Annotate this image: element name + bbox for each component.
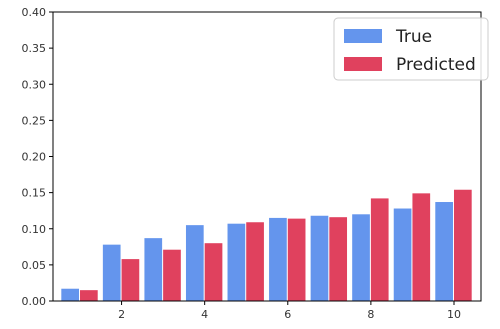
y-tick-label: 0.35 <box>22 42 47 55</box>
bar-true-2 <box>102 244 121 301</box>
bar-true-6 <box>269 217 287 301</box>
legend: True Predicted <box>333 17 489 81</box>
bar-predicted-8 <box>370 198 389 301</box>
bar-predicted-9 <box>412 193 431 301</box>
bar-predicted-2 <box>121 259 140 301</box>
x-axis-ticks: 2 4 6 8 10 <box>118 301 461 321</box>
bar-predicted-3 <box>163 249 181 301</box>
bar-true-5 <box>227 223 246 301</box>
y-tick-label: 0.25 <box>22 114 47 127</box>
y-tick-label: 0.10 <box>22 223 47 236</box>
x-tick-label: 4 <box>201 308 208 321</box>
bar-true-7 <box>310 215 329 301</box>
y-tick-label: 0.05 <box>22 259 47 272</box>
legend-swatch-true <box>344 29 382 43</box>
legend-label-true: True <box>395 27 432 47</box>
x-tick-label: 8 <box>367 308 374 321</box>
bars-group <box>61 189 472 301</box>
y-tick-label: 0.30 <box>22 78 47 91</box>
x-tick-label: 2 <box>118 308 125 321</box>
y-tick-label: 0.15 <box>22 187 47 200</box>
x-tick-label: 10 <box>447 308 461 321</box>
bar-true-4 <box>185 225 204 301</box>
legend-label-predicted: Predicted <box>396 55 476 75</box>
bar-true-9 <box>393 208 412 301</box>
bar-true-1 <box>61 288 80 301</box>
y-tick-label: 0.00 <box>22 295 47 308</box>
bar-true-10 <box>435 202 453 301</box>
bar-predicted-6 <box>287 218 306 301</box>
x-tick-label: 6 <box>284 308 291 321</box>
bar-predicted-7 <box>329 217 348 301</box>
bar-predicted-1 <box>80 290 98 301</box>
bar-predicted-5 <box>246 222 264 301</box>
bar-true-3 <box>144 238 163 301</box>
bar-true-8 <box>352 214 370 301</box>
bar-predicted-4 <box>204 243 223 301</box>
y-axis-ticks: 0.00 0.05 0.10 0.15 0.20 0.25 0.30 0.35 0.40 <box>22 6 53 308</box>
legend-swatch-predicted <box>344 57 382 71</box>
bar-predicted-10 <box>453 189 472 301</box>
y-tick-label: 0.20 <box>22 151 47 164</box>
y-tick-label: 0.40 <box>22 6 47 19</box>
